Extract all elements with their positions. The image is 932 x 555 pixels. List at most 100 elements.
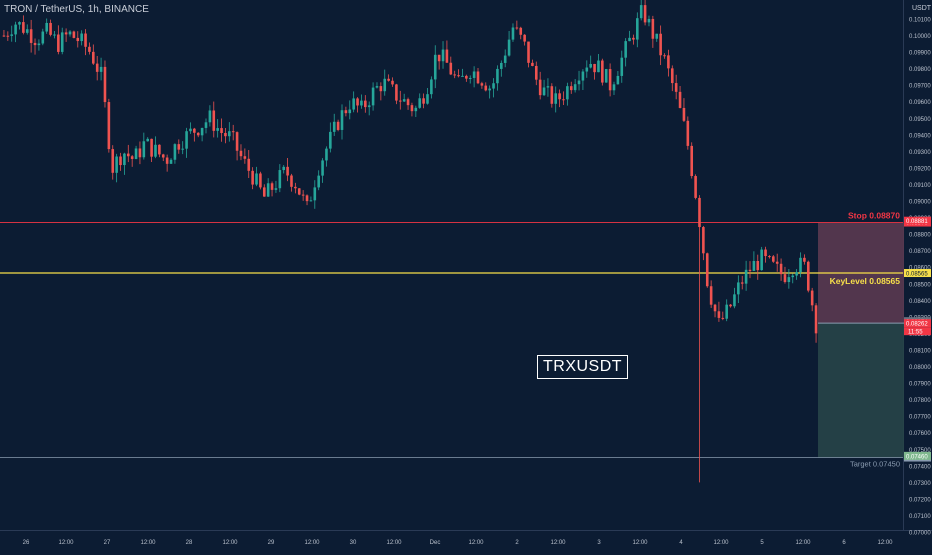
y-tick-label: 0.09700 xyxy=(909,84,931,90)
candle xyxy=(142,141,146,158)
candle xyxy=(799,257,802,273)
candle xyxy=(398,100,402,102)
candle xyxy=(247,158,251,171)
x-tick-label: Dec xyxy=(430,540,441,546)
candle xyxy=(445,49,449,63)
stop-label: Stop 0.08870 xyxy=(848,211,900,221)
y-tick-label: 0.07100 xyxy=(909,514,931,520)
y-tick-label: 0.07400 xyxy=(909,464,931,470)
y-tick-label: 0.08800 xyxy=(909,233,931,239)
x-tick-label: 6 xyxy=(842,540,846,546)
candle xyxy=(569,86,573,91)
candle xyxy=(344,110,348,114)
candle xyxy=(193,128,196,133)
candle xyxy=(68,31,72,35)
candle xyxy=(49,22,52,35)
candle xyxy=(511,27,515,40)
candle xyxy=(647,18,651,23)
candle xyxy=(768,256,771,258)
candle xyxy=(620,57,624,76)
y-tick-label: 0.07900 xyxy=(909,382,931,388)
candle xyxy=(772,256,775,262)
currency-label: USDT xyxy=(912,5,932,12)
candle xyxy=(562,99,565,101)
candle xyxy=(107,102,111,150)
y-tick-label: 0.09800 xyxy=(909,67,931,73)
candle xyxy=(111,149,115,173)
candle xyxy=(422,98,425,104)
candle xyxy=(643,5,647,23)
candle xyxy=(488,88,491,91)
y-tick-label: 0.09200 xyxy=(909,166,931,172)
candle xyxy=(636,18,639,40)
candle xyxy=(150,138,153,157)
candle xyxy=(309,200,313,202)
y-tick-label: 0.09600 xyxy=(909,100,931,106)
candle xyxy=(674,83,678,92)
candle xyxy=(14,24,17,35)
y-tick-label: 0.07600 xyxy=(909,431,931,437)
candle xyxy=(255,173,258,185)
candle xyxy=(616,75,620,85)
x-tick-label: 29 xyxy=(268,540,275,546)
candle xyxy=(744,269,748,284)
candle xyxy=(212,110,216,131)
candle xyxy=(430,79,433,95)
candle xyxy=(752,261,756,271)
x-tick-label: 12:00 xyxy=(140,540,156,546)
y-tick-label: 0.07700 xyxy=(909,415,931,421)
candle xyxy=(534,65,538,80)
candle xyxy=(402,99,406,102)
candle xyxy=(601,60,604,83)
candle xyxy=(729,304,732,307)
price-tag-text: 0.08565 xyxy=(906,272,928,278)
candle xyxy=(76,37,80,42)
candle xyxy=(25,29,29,33)
candle xyxy=(348,109,352,114)
candle xyxy=(325,148,328,161)
candle xyxy=(72,31,76,38)
candle xyxy=(577,80,581,85)
candle xyxy=(764,249,767,257)
candle xyxy=(290,175,293,187)
x-tick-label: 12:00 xyxy=(222,540,238,546)
candle xyxy=(632,37,635,40)
candle xyxy=(18,22,21,25)
candle xyxy=(678,91,682,108)
candle xyxy=(294,186,297,189)
candle xyxy=(566,86,569,100)
y-tick-label: 0.09400 xyxy=(909,133,931,139)
candle xyxy=(659,33,662,56)
candle xyxy=(239,150,243,157)
candle xyxy=(29,29,33,43)
x-tick-label: 12:00 xyxy=(713,540,729,546)
candle xyxy=(667,55,670,69)
candle xyxy=(523,34,526,42)
candle xyxy=(189,128,192,132)
candle xyxy=(628,37,631,42)
candle xyxy=(531,62,534,66)
candle xyxy=(146,138,150,142)
x-tick-label: 27 xyxy=(104,540,111,546)
y-tick-label: 0.08000 xyxy=(909,365,931,371)
candle xyxy=(484,85,488,91)
candle xyxy=(379,86,383,92)
price-tag xyxy=(904,451,931,460)
candle xyxy=(305,195,309,202)
candle xyxy=(367,105,371,108)
candle xyxy=(694,176,697,198)
candle xyxy=(22,22,25,33)
candle xyxy=(364,100,367,108)
candle xyxy=(243,156,247,159)
candle xyxy=(119,156,122,166)
candle xyxy=(181,148,184,150)
reward-zone xyxy=(818,323,904,458)
candle xyxy=(274,188,278,190)
candle xyxy=(356,98,359,106)
candle xyxy=(220,128,223,133)
candle xyxy=(99,66,103,72)
candle xyxy=(2,35,6,37)
candle xyxy=(709,286,713,305)
price-tag-keylevel xyxy=(904,269,931,278)
